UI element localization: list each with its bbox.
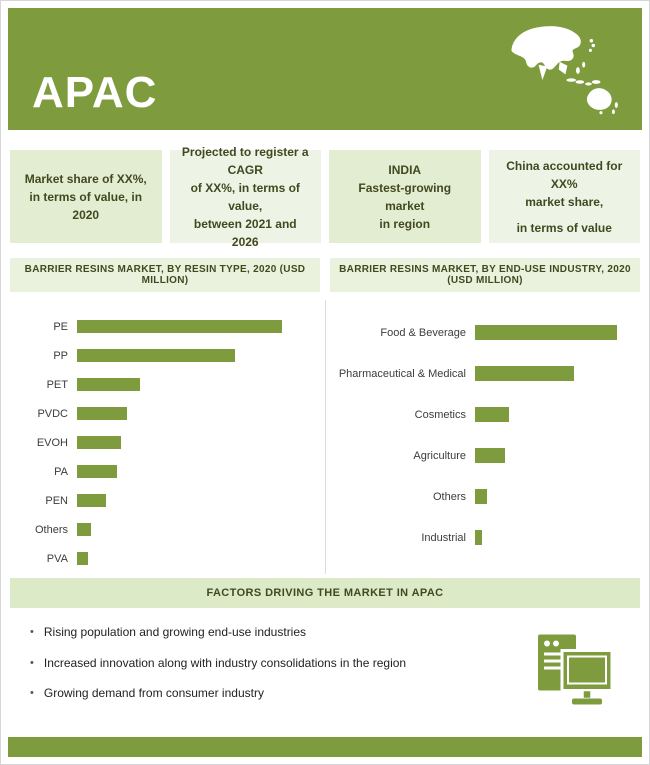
stat-line: Fastest-growing market	[358, 180, 452, 213]
chart-row: PEN	[10, 486, 325, 515]
list-item-text: Growing demand from consumer industry	[43, 686, 264, 701]
chart-bar	[475, 366, 574, 381]
stat-line: in terms of value, in 2020	[29, 189, 143, 222]
list-item-text: Increased innovation along with industry…	[43, 655, 407, 670]
header-band: APAC	[8, 8, 642, 130]
stat-line: of XX%, in terms of value,	[190, 180, 300, 213]
chart-row: Others	[10, 515, 325, 544]
page-title: APAC	[32, 68, 158, 117]
stat-line: Market share of XX%,	[24, 171, 147, 186]
chart-row: Industrial	[334, 517, 640, 558]
chart-bar-track	[77, 552, 282, 565]
chart-bar	[77, 494, 107, 507]
chart-category-label: Agriculture	[413, 449, 466, 462]
chart-bar-track	[475, 530, 617, 545]
chart-bar-track	[77, 523, 282, 536]
chart-row: PA	[10, 457, 325, 486]
factors-title: FACTORS DRIVING THE MARKET IN APAC	[206, 587, 444, 599]
chart-bar	[475, 448, 505, 463]
chart-bar-track	[475, 366, 617, 381]
chart-title-resin-type: BARRIER RESINS MARKET, BY RESIN TYPE, 20…	[10, 258, 320, 292]
chart-category-label: PE	[53, 320, 68, 333]
stat-line: market share,	[525, 194, 604, 209]
stat-line: in terms of value	[516, 220, 612, 235]
chart-bar-track	[77, 407, 282, 420]
chart-bar	[475, 407, 509, 422]
chart-bar	[475, 489, 488, 504]
chart-row: PVA	[10, 544, 325, 573]
chart-category-label: EVOH	[36, 436, 68, 449]
chart-category-label: Others	[34, 523, 68, 536]
bar-chart-resin-type: PE PP PET PVDC EVOH PA PEN Others PVA	[10, 300, 325, 574]
chart-row: Cosmetics	[334, 394, 640, 435]
chart-bar	[77, 465, 117, 478]
chart-bar	[77, 552, 88, 565]
chart-bar-track	[475, 407, 617, 422]
bullet-icon: •	[30, 687, 34, 700]
chart-row: PVDC	[10, 399, 325, 428]
list-item: • Growing demand from consumer industry	[30, 686, 490, 702]
chart-category-label: Cosmetics	[414, 408, 466, 421]
stat-line: Projected to register a CAGR	[181, 144, 309, 177]
chart-row: Agriculture	[334, 435, 640, 476]
chart-category-label: Others	[432, 490, 466, 503]
chart-bar-track	[77, 320, 282, 333]
bar-chart-end-use: Food & Beverage Pharmaceutical & Medical C…	[325, 300, 640, 574]
chart-bar	[77, 378, 141, 391]
stat-line: INDIA	[388, 162, 422, 177]
chart-row: Food & Beverage	[334, 312, 640, 353]
stat-line: China accounted for XX%	[506, 158, 623, 191]
chart-bar	[77, 523, 91, 536]
chart-category-label: PVA	[46, 552, 68, 565]
chart-category-label: PP	[53, 349, 68, 362]
stat-card-cagr: Projected to register a CAGR of XX%, in …	[169, 145, 321, 249]
chart-row: Others	[334, 476, 640, 517]
chart-category-label: Food & Beverage	[380, 326, 466, 339]
footer-band	[8, 737, 642, 757]
chart-row: Pharmaceutical & Medical	[334, 353, 640, 394]
chart-bar-track	[77, 436, 282, 449]
chart-bar-track	[77, 465, 282, 478]
chart-bar	[77, 320, 282, 333]
chart-bar	[475, 530, 483, 545]
apac-map-icon	[511, 26, 618, 115]
chart-category-label: Industrial	[421, 531, 466, 544]
stat-card-china: China accounted for XX% market share, in…	[488, 150, 640, 243]
stat-cards-row: Market share of XX%, in terms of value, …	[10, 145, 640, 249]
chart-title-row: BARRIER RESINS MARKET, BY RESIN TYPE, 20…	[10, 258, 640, 292]
chart-bar-track	[475, 448, 617, 463]
chart-title-end-use: BARRIER RESINS MARKET, BY END-USE INDUST…	[330, 258, 640, 292]
factors-list: • Rising population and growing end-use …	[30, 625, 490, 717]
bullet-icon: •	[30, 656, 34, 669]
stat-line: in region	[379, 216, 431, 231]
chart-category-label: PET	[46, 378, 68, 391]
chart-row: EVOH	[10, 428, 325, 457]
factors-band: FACTORS DRIVING THE MARKET IN APAC	[10, 578, 640, 608]
chart-bar-track	[475, 325, 617, 340]
chart-bar	[77, 349, 235, 362]
computer-printer-icon	[538, 634, 614, 705]
list-item: • Increased innovation along with indust…	[30, 656, 490, 672]
bullet-icon: •	[30, 626, 34, 638]
list-item: • Rising population and growing end-use …	[30, 625, 490, 641]
chart-row: PP	[10, 341, 325, 370]
chart-bar-track	[475, 489, 617, 504]
chart-category-label: PVDC	[37, 407, 68, 420]
chart-bar	[475, 325, 617, 340]
chart-bar-track	[77, 349, 282, 362]
chart-category-label: PA	[54, 465, 68, 478]
chart-bar-track	[77, 494, 282, 507]
chart-bar	[77, 407, 128, 420]
stat-line: between 2021 and 2026	[193, 216, 297, 249]
chart-bar-track	[77, 378, 282, 391]
chart-row: PET	[10, 370, 325, 399]
chart-category-label: Pharmaceutical & Medical	[338, 367, 466, 380]
list-item-text: Rising population and growing end-use in…	[43, 625, 307, 639]
chart-row: PE	[10, 312, 325, 341]
chart-category-label: PEN	[45, 494, 68, 507]
stat-card-market-share: Market share of XX%, in terms of value, …	[10, 150, 162, 243]
stat-card-india: INDIA Fastest-growing market in region	[329, 150, 481, 243]
chart-bar	[77, 436, 122, 449]
charts-area: PE PP PET PVDC EVOH PA PEN Others PVA Food & Bev…	[10, 300, 640, 574]
